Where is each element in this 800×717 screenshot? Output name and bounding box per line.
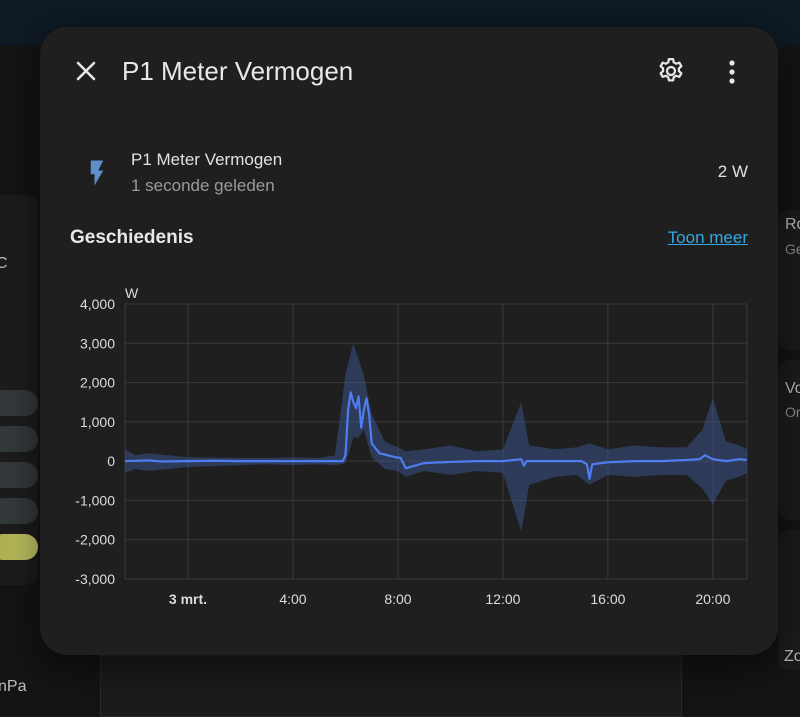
background-pill-3[interactable]	[0, 462, 38, 488]
y-tick-label: 1,000	[80, 414, 115, 430]
x-tick-label: 4:00	[279, 591, 306, 607]
x-tick-label: 3 mrt.	[169, 591, 207, 607]
y-tick-label: -1,000	[75, 492, 115, 508]
x-axis: 3 mrt. 4:00 8:00 12:00 16:00 20:00	[169, 591, 731, 607]
x-tick-label: 12:00	[485, 591, 520, 607]
y-tick-label: -2,000	[75, 532, 115, 548]
y-tick-label: 2,000	[80, 375, 115, 391]
more-info-dialog: P1 Meter Vermogen P1 Meter Vermogen 1 se…	[40, 27, 778, 655]
more-vertical-icon	[729, 60, 735, 84]
background-pill-2[interactable]	[0, 426, 38, 452]
background-card-right-3-label: Zo	[784, 648, 800, 665]
background-pill-5[interactable]	[0, 534, 38, 560]
x-tick-label: 8:00	[384, 591, 411, 607]
y-axis: 4,000 3,000 2,000 1,000 0 -1,000 -2,000 -3,000	[75, 296, 115, 587]
background-pill-1[interactable]	[0, 390, 38, 416]
background-card-right-2[interactable]	[778, 360, 800, 520]
background-card-right-3[interactable]	[778, 530, 800, 670]
x-tick-label: 20:00	[695, 591, 730, 607]
entity-last-changed: 1 seconde geleden	[131, 176, 275, 195]
close-button[interactable]	[70, 55, 102, 87]
flash-icon	[90, 160, 104, 186]
background-card-right-2-title: Vo	[785, 380, 800, 397]
y-tick-label: -3,000	[75, 571, 115, 587]
dialog-title: P1 Meter Vermogen	[122, 56, 354, 86]
background-card-right-1-sub: Ge	[785, 241, 800, 257]
background-card-left-text: C	[0, 255, 8, 272]
chart-band	[125, 343, 747, 532]
history-title: Geschiedenis	[70, 227, 194, 248]
x-tick-label: 16:00	[590, 591, 625, 607]
background-card-right-1-title: Ro	[785, 216, 800, 233]
series-line	[124, 391, 748, 480]
background-card-right-1[interactable]	[778, 210, 800, 350]
background-card-right-2-sub: Or	[785, 404, 800, 420]
settings-button[interactable]	[656, 56, 686, 86]
show-more-link[interactable]: Toon meer	[667, 228, 748, 247]
y-tick-label: 4,000	[80, 296, 115, 312]
y-tick-label: 3,000	[80, 335, 115, 351]
series-range-band	[125, 343, 747, 532]
background-bottom-left-text: nPa	[0, 678, 27, 695]
history-chart[interactable]: 4,0003,0002,0001,0000-1,000-2,000-3,000 …	[40, 27, 778, 655]
background-card-bottom	[100, 655, 682, 717]
gear-icon	[659, 58, 683, 82]
close-icon	[76, 61, 96, 81]
background-pill-4[interactable]	[0, 498, 38, 524]
entity-name: P1 Meter Vermogen	[131, 150, 283, 169]
chart-lines	[124, 391, 748, 480]
y-tick-label: 0	[107, 453, 115, 469]
more-options-button[interactable]	[720, 56, 744, 88]
y-axis-unit: W	[125, 285, 139, 301]
chart-grid	[124, 303, 748, 580]
entity-icon	[82, 158, 112, 188]
entity-state: 2 W	[717, 162, 748, 181]
